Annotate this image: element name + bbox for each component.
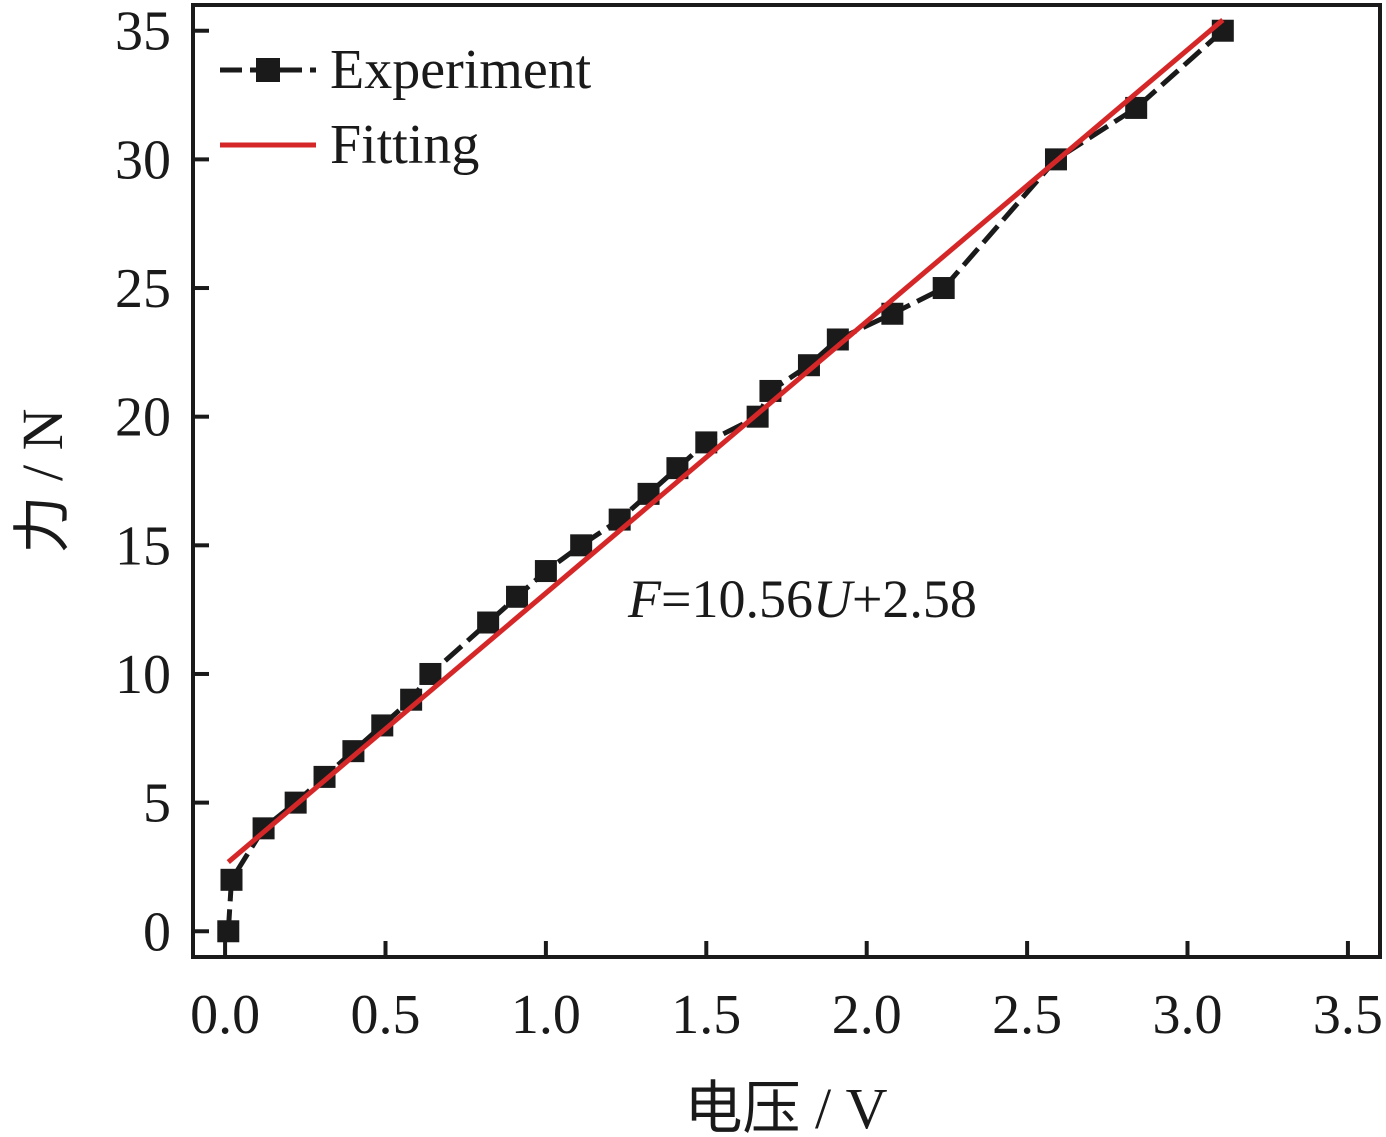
x-axis-ticks: 0.0 0.5 1.0 1.5 2.0 2.5 3.0 3.5 — [190, 941, 1383, 1046]
y-tick-label: 25 — [115, 258, 171, 320]
experiment-marker — [881, 302, 904, 325]
series-layer — [217, 18, 1234, 943]
fit-equation-part: F — [627, 569, 662, 629]
x-tick-label: 3.0 — [1153, 984, 1223, 1046]
x-tick-label: 3.5 — [1313, 984, 1383, 1046]
x-tick-label: 1.5 — [671, 984, 741, 1046]
fit-equation-part: +2.58 — [852, 569, 977, 629]
experiment-marker — [666, 457, 689, 480]
y-tick-label: 15 — [115, 515, 171, 577]
experiment-marker — [220, 868, 243, 891]
experiment-marker — [419, 662, 442, 685]
y-tick-label: 35 — [115, 1, 171, 63]
y-tick-label: 20 — [115, 387, 171, 449]
x-tick-label: 0.0 — [190, 984, 260, 1046]
x-tick-label: 1.0 — [511, 984, 581, 1046]
fit-equation-part: U — [813, 569, 855, 629]
experiment-marker — [932, 277, 955, 300]
experiment-marker — [695, 431, 718, 454]
fitting-line — [226, 18, 1225, 864]
legend-fitting-label: Fitting — [330, 114, 479, 176]
legend: Experiment Fitting — [220, 39, 592, 176]
y-axis-ticks: 0 5 10 15 20 25 30 35 — [115, 1, 209, 963]
experiment-marker — [570, 534, 593, 557]
fit-equation: F=10.56U+2.58 — [627, 569, 977, 629]
x-tick-label: 2.5 — [992, 984, 1062, 1046]
experiment-marker — [506, 585, 529, 608]
experiment-marker — [371, 714, 394, 737]
legend-experiment-marker — [256, 58, 280, 82]
y-tick-label: 0 — [143, 901, 171, 963]
x-axis-title: 电压 / V — [684, 1076, 887, 1137]
y-axis-title: 力 / N — [10, 408, 75, 553]
legend-experiment-label: Experiment — [330, 39, 592, 101]
x-tick-label: 2.0 — [832, 984, 902, 1046]
fit-equation-part: =10.56 — [661, 569, 813, 629]
y-tick-label: 10 — [115, 644, 171, 706]
experiment-marker — [1125, 96, 1148, 119]
experiment-marker — [534, 560, 557, 583]
experiment-marker — [217, 920, 240, 943]
y-tick-label: 5 — [143, 773, 171, 835]
experiment-marker — [797, 354, 820, 377]
plot-frame — [191, 3, 1382, 959]
experiment-marker — [477, 611, 500, 634]
x-tick-label: 0.5 — [350, 984, 420, 1046]
experiment-marker — [826, 328, 849, 351]
experiment-marker — [342, 740, 365, 763]
y-tick-label: 30 — [115, 129, 171, 191]
